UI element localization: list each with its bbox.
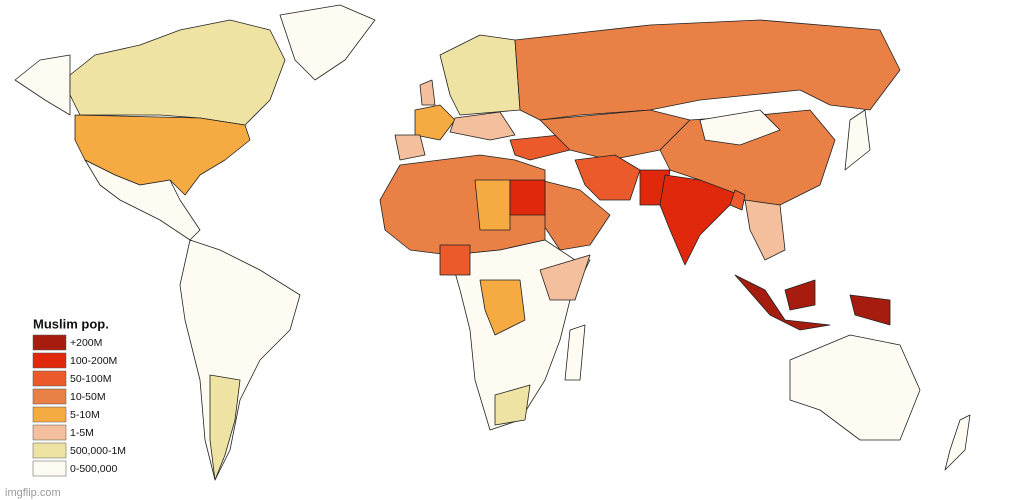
south-africa xyxy=(494,384,531,426)
alaska xyxy=(14,54,71,116)
southeast-asia xyxy=(744,199,786,261)
iran xyxy=(574,154,641,201)
nigeria xyxy=(439,244,471,276)
iberia xyxy=(394,134,426,161)
russia xyxy=(514,19,901,121)
legend-label: 100-200M xyxy=(70,355,117,367)
legend-label: 5-10M xyxy=(70,409,100,421)
legend-swatch xyxy=(32,370,67,387)
legend-swatch xyxy=(32,442,67,459)
legend-label: 500,000-1M xyxy=(70,445,126,457)
france xyxy=(414,104,456,141)
australia xyxy=(789,334,921,441)
greenland xyxy=(279,4,376,81)
south-america xyxy=(179,239,301,481)
legend-swatch xyxy=(32,352,67,369)
libya xyxy=(474,179,511,231)
uk xyxy=(419,79,436,106)
borneo xyxy=(784,279,816,311)
legend-title: Muslim pop. xyxy=(33,316,109,331)
legend-label: 0-500,000 xyxy=(70,463,117,475)
canada xyxy=(69,19,286,126)
mongolia xyxy=(699,109,781,146)
turkey xyxy=(509,134,571,161)
madagascar xyxy=(564,324,586,381)
sumatra-java xyxy=(734,274,831,331)
watermark: imgflip.com xyxy=(5,487,61,499)
central-america xyxy=(84,159,201,241)
legend-swatch xyxy=(32,424,67,441)
drc xyxy=(479,279,526,336)
argentina xyxy=(209,374,241,481)
papua xyxy=(849,294,891,326)
legend-swatch xyxy=(32,334,67,351)
new-zealand xyxy=(944,414,971,471)
legend-swatch xyxy=(32,406,67,423)
countries xyxy=(14,4,971,481)
east-africa xyxy=(539,254,591,301)
north-europe xyxy=(439,34,521,116)
japan xyxy=(844,109,871,171)
legend-label: 50-100M xyxy=(70,373,111,385)
legend: +200M 100-200M 50-100M 10-50M 5-10M 1-5M 500,0… xyxy=(32,334,126,477)
legend-label: 1-5M xyxy=(70,427,94,439)
egypt xyxy=(509,179,546,216)
central-europe xyxy=(449,111,516,141)
bangladesh xyxy=(729,189,746,211)
legend-label: +200M xyxy=(70,337,102,349)
india xyxy=(659,174,741,266)
legend-swatch xyxy=(32,388,67,405)
legend-swatch xyxy=(32,460,67,477)
legend-label: 10-50M xyxy=(70,391,106,403)
